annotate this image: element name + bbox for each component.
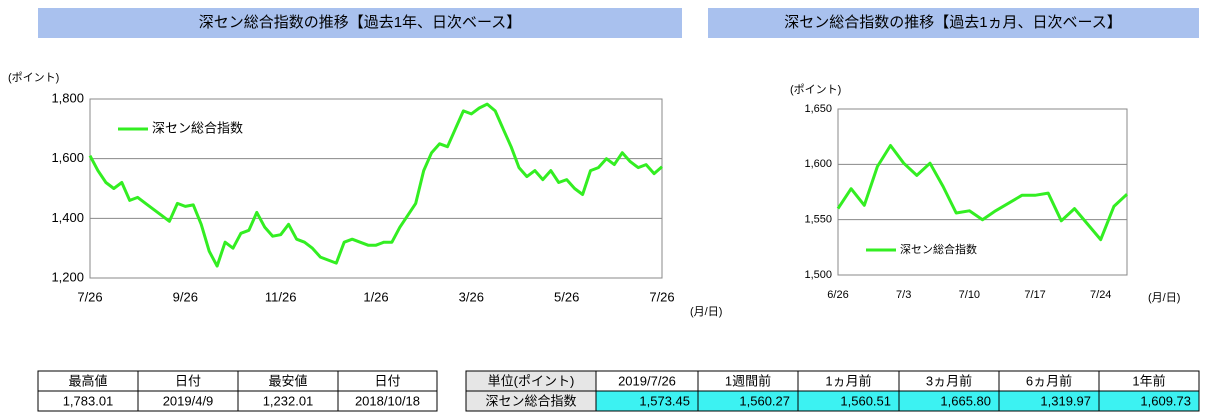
- x-tick-label: 7/24: [1090, 289, 1111, 301]
- cell-text: 1ヵ月前: [825, 373, 871, 388]
- x-tick-label: 5/26: [554, 289, 579, 304]
- cell-text: 1,560.51: [840, 393, 891, 408]
- cell-text: 1,319.97: [1040, 393, 1091, 408]
- y-axis-label: (ポイント): [8, 71, 59, 84]
- y-tick-label: 1,400: [51, 210, 84, 225]
- x-tick-label: 7/26: [77, 289, 102, 304]
- y-tick-label: 1,500: [804, 269, 832, 281]
- y-tick-label: 1,650: [804, 103, 832, 115]
- cell-text: 2019/4/9: [163, 393, 214, 408]
- plot-frame: [89, 98, 663, 279]
- title-bar: [708, 8, 1199, 38]
- y-tick-label: 1,600: [51, 150, 84, 165]
- x-tick-label: 7/10: [959, 289, 980, 301]
- cell-text: 1週間前: [725, 373, 771, 388]
- cell-text: 3ヵ月前: [926, 373, 972, 388]
- cell-text: 6ヵ月前: [1026, 373, 1072, 388]
- cell-text: 最安値: [268, 373, 307, 388]
- cell-text: 単位(ポイント): [488, 373, 575, 388]
- legend-label: 深セン総合指数: [152, 120, 243, 135]
- x-tick-label: 7/26: [649, 289, 674, 304]
- cell-text: 2019/7/26: [618, 373, 676, 388]
- cell-text: 2018/10/18: [355, 393, 420, 408]
- cell-text: 1,609.73: [1140, 393, 1191, 408]
- chart-title: 深セン総合指数の推移【過去1年、日次ベース】: [199, 14, 522, 31]
- x-tick-label: 9/26: [173, 289, 198, 304]
- x-tick-label: 11/26: [265, 289, 297, 304]
- line-series: [836, 144, 1129, 242]
- x-tick-label: 7/3: [896, 289, 911, 301]
- cell-text: 深セン総合指数: [485, 393, 576, 408]
- line-series: [88, 102, 663, 268]
- title-bar: [38, 8, 682, 38]
- cell-text: 1,783.01: [63, 393, 114, 408]
- cell-text: 日付: [175, 373, 201, 388]
- x-tick-label: 1/26: [363, 289, 388, 304]
- legend-label: 深セン総合指数: [900, 242, 977, 256]
- x-tick-label: 3/26: [459, 289, 484, 304]
- cell-text: 最高値: [68, 373, 107, 388]
- table-cell: [1098, 390, 1200, 412]
- y-axis-label: (ポイント): [790, 83, 841, 96]
- chart-title: 深セン総合指数の推移【過去1ヵ月、日次ベース】: [784, 14, 1122, 31]
- x-tick-label: 7/17: [1024, 289, 1045, 301]
- cell-text: 1年前: [1132, 373, 1165, 388]
- y-tick-label: 1,800: [51, 90, 84, 105]
- cell-text: 日付: [374, 373, 400, 388]
- plot-frame: [837, 108, 1128, 276]
- y-tick-label: 1,600: [804, 158, 832, 170]
- x-axis-label: (月/日): [1148, 292, 1180, 304]
- x-tick-label: 6/26: [827, 289, 848, 301]
- cell-text: 1,560.27: [739, 393, 790, 408]
- y-tick-label: 1,200: [51, 269, 84, 284]
- table-cell: [337, 390, 438, 412]
- cell-text: 1,665.80: [940, 393, 991, 408]
- cell-text: 1,573.45: [639, 393, 690, 408]
- x-axis-label: (月/日): [690, 306, 722, 318]
- y-tick-label: 1,550: [804, 214, 832, 226]
- cell-text: 1,232.01: [263, 393, 314, 408]
